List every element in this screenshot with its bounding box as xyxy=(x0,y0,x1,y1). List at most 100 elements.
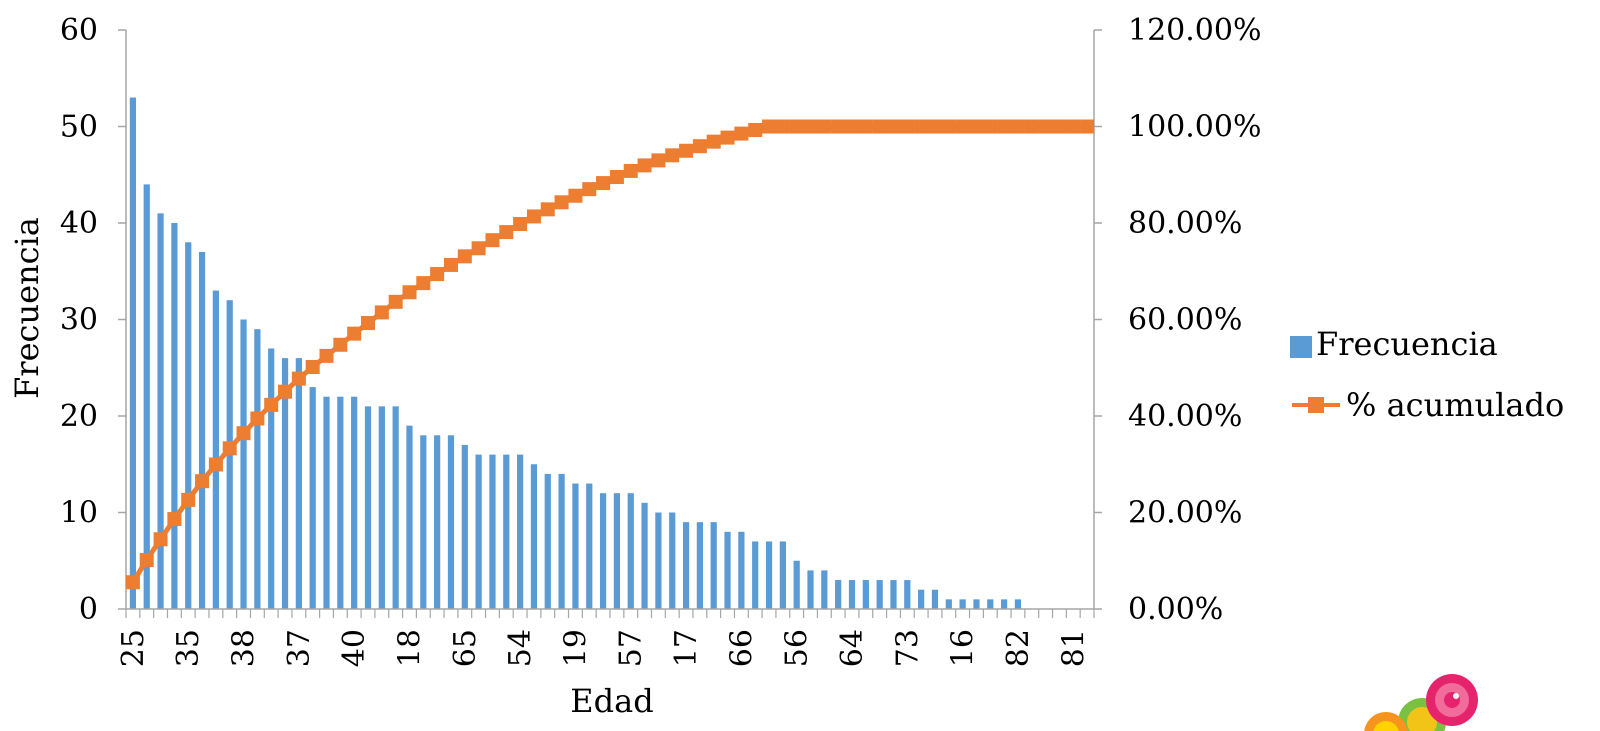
left-axis-ticks: 0 10 20 30 40 50 60 xyxy=(60,13,126,627)
cumulative-marker xyxy=(955,119,970,134)
cumulative-marker xyxy=(609,170,624,185)
bar-frecuencia xyxy=(752,541,759,609)
bar-frecuencia xyxy=(890,580,897,609)
bar-frecuencia xyxy=(821,570,828,609)
bar-frecuencia xyxy=(254,329,261,609)
right-tick-label: 60.00% xyxy=(1128,303,1242,338)
x-tick-label: 73 xyxy=(890,629,925,667)
cumulative-marker xyxy=(388,294,403,309)
bar-frecuencia xyxy=(198,251,206,609)
bar-frecuencia xyxy=(710,522,717,609)
cumulative-marker xyxy=(706,134,721,149)
cumulative-marker xyxy=(1010,119,1025,134)
right-tick-label: 100.00% xyxy=(1128,110,1261,145)
bar-frecuencia xyxy=(669,512,676,609)
bar-frecuencia xyxy=(959,599,966,609)
bar-frecuencia xyxy=(586,483,593,609)
bar-frecuencia xyxy=(323,396,330,609)
bar-frecuencia xyxy=(461,444,468,609)
cumulative-marker xyxy=(1052,119,1067,134)
cumulative-marker xyxy=(1024,119,1039,134)
cumulative-marker xyxy=(402,285,417,300)
cumulative-marker xyxy=(941,119,956,134)
cumulative-marker xyxy=(720,130,735,145)
cumulative-marker xyxy=(969,119,984,134)
x-tick-label: 25 xyxy=(116,629,151,667)
right-tick-label: 80.00% xyxy=(1128,206,1242,241)
left-tick-label: 40 xyxy=(60,206,98,241)
cumulative-marker xyxy=(803,119,818,134)
bar-frecuencia xyxy=(835,580,842,609)
left-tick-label: 0 xyxy=(79,592,98,627)
x-tick-label: 35 xyxy=(171,629,206,667)
cumulative-marker xyxy=(278,384,293,399)
bar-frecuencia xyxy=(862,580,869,609)
cumulative-marker xyxy=(845,119,859,134)
bar-frecuencia xyxy=(212,290,219,609)
x-tick-label: 56 xyxy=(780,629,815,667)
lollipop-logo-icon xyxy=(1364,674,1478,731)
cumulative-marker xyxy=(319,348,334,363)
bar-frecuencia xyxy=(295,358,302,609)
x-tick-label: 81 xyxy=(1056,629,1091,667)
x-tick-label: 57 xyxy=(614,629,649,667)
x-tick-label: 17 xyxy=(669,629,704,667)
left-tick-label: 50 xyxy=(60,110,98,145)
bar-frecuencia xyxy=(143,184,150,609)
x-tick-label: 40 xyxy=(337,629,372,667)
right-axis-ticks: 0.00% 20.00% 40.00% 60.00% 80.00% 100.00% 120.… xyxy=(1094,13,1261,627)
left-tick-label: 30 xyxy=(60,303,98,338)
bar-frecuencia xyxy=(696,522,703,609)
left-tick-label: 10 xyxy=(60,496,98,531)
cumulative-marker xyxy=(582,182,597,197)
bar-frecuencia xyxy=(268,348,275,609)
bar-frecuencia xyxy=(378,406,385,609)
bar-frecuencia xyxy=(876,580,883,609)
bar-frecuencia xyxy=(807,570,814,609)
x-tick-label: 19 xyxy=(558,629,593,667)
cumulative-line-group xyxy=(125,119,1095,590)
cumulative-marker xyxy=(734,126,749,141)
bar-frecuencia xyxy=(475,454,482,609)
cumulative-marker xyxy=(305,359,320,374)
bar-frecuencia xyxy=(1014,599,1022,609)
cumulative-marker xyxy=(789,119,804,134)
cumulative-marker xyxy=(900,119,915,134)
bar-frecuencia xyxy=(848,580,856,609)
cumulative-marker xyxy=(927,119,942,134)
bar-frecuencia xyxy=(420,435,427,609)
x-axis-ticks: 25 35 38 37 40 18 65 54 19 57 17 66 56 64 73 16 82 81 xyxy=(116,629,1091,667)
bar-frecuencia xyxy=(599,493,607,609)
cumulative-marker xyxy=(153,532,168,547)
cumulative-marker xyxy=(485,233,500,248)
cumulative-marker xyxy=(416,276,431,291)
x-axis-title: Edad xyxy=(570,682,653,720)
bar-frecuencia xyxy=(987,599,994,609)
cumulative-marker xyxy=(872,119,887,134)
cumulative-marker xyxy=(762,119,777,134)
bar-frecuencia xyxy=(364,406,372,609)
legend-label-frecuencia: Frecuencia xyxy=(1316,325,1498,363)
cumulative-marker xyxy=(499,225,514,240)
cumulative-marker xyxy=(554,195,569,210)
bar-frecuencia xyxy=(627,493,634,609)
x-tick-label: 65 xyxy=(448,629,483,667)
bar-frecuencia xyxy=(337,396,344,609)
cumulative-marker xyxy=(665,148,680,163)
cumulative-marker xyxy=(1080,119,1095,134)
cumulative-marker xyxy=(513,217,528,232)
bar-frecuencia xyxy=(793,560,800,609)
cumulative-marker xyxy=(775,119,790,134)
bar-frecuencia xyxy=(572,483,579,609)
bar-frecuencia xyxy=(434,435,441,609)
bar-frecuencia xyxy=(973,599,980,609)
cumulative-marker xyxy=(347,326,362,341)
cumulative-marker xyxy=(181,492,196,507)
cumulative-marker xyxy=(374,305,389,320)
cumulative-marker xyxy=(540,202,555,217)
legend-label-acumulado: % acumulado xyxy=(1346,386,1564,424)
cumulative-marker xyxy=(886,119,901,134)
cumulative-marker xyxy=(983,119,998,134)
cumulative-marker xyxy=(914,119,929,134)
